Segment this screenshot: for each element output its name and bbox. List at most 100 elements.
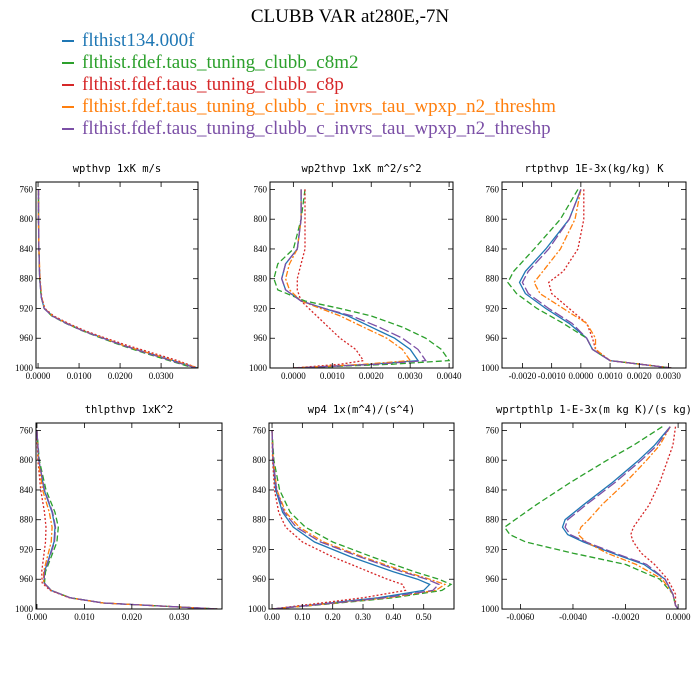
series-line bbox=[577, 426, 679, 609]
y-tick-label: 800 bbox=[254, 214, 268, 224]
y-tick-label: 1000 bbox=[249, 363, 268, 373]
y-tick-label: 840 bbox=[486, 485, 500, 495]
y-tick-label: 880 bbox=[254, 274, 268, 284]
y-tick-label: 760 bbox=[254, 184, 268, 194]
panel-title: wpthvp 1xK m/s bbox=[73, 163, 162, 175]
legend-label: flthist.fdef.taus_tuning_clubb_c_invrs_t… bbox=[82, 118, 551, 139]
panel-title: rtpthvp 1E-3x(kg/kg) K bbox=[524, 163, 664, 175]
y-tick-label: 920 bbox=[486, 544, 500, 554]
series-line bbox=[37, 189, 198, 368]
plot-frame bbox=[269, 181, 454, 369]
x-tick-label: 0.10 bbox=[294, 612, 310, 622]
y-tick-label: 960 bbox=[253, 574, 267, 584]
y-tick-label: 840 bbox=[254, 244, 268, 254]
x-tick-label: 0.0100 bbox=[67, 371, 92, 381]
series-line bbox=[36, 430, 218, 609]
y-tick-label: 960 bbox=[20, 333, 34, 343]
series-line bbox=[37, 189, 198, 368]
x-tick-label: 0.0200 bbox=[108, 371, 133, 381]
panel-title: wp2thvp 1xK m^2/s^2 bbox=[301, 163, 421, 175]
x-tick-label: 0.0010 bbox=[598, 371, 623, 381]
plot-frame bbox=[501, 181, 687, 369]
series-line bbox=[271, 430, 407, 609]
legend-item: flthist.fdef.taus_tuning_clubb_c_invrs_t… bbox=[62, 118, 556, 140]
y-tick-label: 920 bbox=[20, 544, 34, 554]
y-tick-label: 800 bbox=[486, 455, 500, 465]
y-tick-label: 1000 bbox=[481, 604, 500, 614]
series-line bbox=[36, 430, 218, 609]
x-tick-label: -0.0020 bbox=[509, 371, 537, 381]
y-tick-label: 880 bbox=[20, 274, 34, 284]
panel-title: thlpthvp 1xK^2 bbox=[85, 404, 174, 416]
x-tick-label: 0.030 bbox=[169, 612, 190, 622]
x-tick-label: 0.0020 bbox=[359, 371, 384, 381]
legend-label: flthist134.000f bbox=[82, 30, 195, 51]
x-tick-label: 0.40 bbox=[385, 612, 401, 622]
panel-title: wprtpthlp 1-E-3x(m kg K)/(s kg) bbox=[496, 404, 692, 416]
legend-swatch bbox=[62, 106, 74, 108]
y-tick-label: 880 bbox=[486, 515, 500, 525]
y-tick-label: 960 bbox=[486, 574, 500, 584]
y-tick-label: 760 bbox=[253, 425, 267, 435]
series-line bbox=[630, 426, 679, 609]
legend-swatch bbox=[62, 40, 74, 42]
y-tick-label: 1000 bbox=[481, 363, 500, 373]
x-tick-label: 0.50 bbox=[416, 612, 432, 622]
y-tick-label: 840 bbox=[486, 244, 500, 254]
plot-frame bbox=[501, 422, 687, 610]
y-tick-label: 880 bbox=[253, 515, 267, 525]
y-tick-label: 760 bbox=[486, 425, 500, 435]
y-tick-label: 920 bbox=[20, 303, 34, 313]
legend-swatch bbox=[62, 62, 74, 64]
series-line bbox=[564, 426, 679, 609]
x-tick-label: -0.0010 bbox=[538, 371, 566, 381]
y-tick-label: 920 bbox=[254, 303, 268, 313]
y-tick-label: 800 bbox=[20, 455, 34, 465]
legend-label: flthist.fdef.taus_tuning_clubb_c8p bbox=[82, 74, 344, 95]
y-tick-label: 920 bbox=[486, 303, 500, 313]
series-line bbox=[271, 430, 431, 609]
legend-item: flthist.fdef.taus_tuning_clubb_c_invrs_t… bbox=[62, 96, 556, 118]
x-tick-label: 0.020 bbox=[122, 612, 143, 622]
legend-item: flthist.fdef.taus_tuning_clubb_c8m2 bbox=[62, 52, 556, 74]
y-tick-label: 840 bbox=[253, 485, 267, 495]
y-tick-label: 800 bbox=[486, 214, 500, 224]
y-tick-label: 960 bbox=[254, 333, 268, 343]
x-tick-label: 0.0030 bbox=[656, 371, 681, 381]
x-tick-label: 0.0010 bbox=[320, 371, 345, 381]
x-tick-label: -0.0020 bbox=[612, 612, 640, 622]
x-tick-label: 0.0030 bbox=[398, 371, 423, 381]
legend-swatch bbox=[62, 84, 74, 86]
y-tick-label: 800 bbox=[20, 214, 34, 224]
x-tick-label: 0.0000 bbox=[281, 371, 306, 381]
panel-title: wp4 1x(m^4)/(s^4) bbox=[308, 404, 415, 416]
y-tick-label: 1000 bbox=[15, 363, 34, 373]
y-tick-label: 960 bbox=[20, 574, 34, 584]
series-line bbox=[284, 189, 412, 368]
series-line bbox=[273, 189, 451, 368]
series-line bbox=[507, 189, 672, 368]
y-tick-label: 1000 bbox=[15, 604, 34, 614]
x-tick-label: 0.0300 bbox=[149, 371, 174, 381]
legend-label: flthist.fdef.taus_tuning_clubb_c_invrs_t… bbox=[82, 96, 556, 117]
legend-item: flthist134.000f bbox=[62, 30, 556, 52]
series-line bbox=[36, 430, 218, 609]
series-line bbox=[37, 189, 197, 368]
x-tick-label: 0.30 bbox=[355, 612, 371, 622]
x-tick-label: 0.010 bbox=[74, 612, 95, 622]
legend-label: flthist.fdef.taus_tuning_clubb_c8m2 bbox=[82, 52, 359, 73]
y-tick-label: 760 bbox=[486, 184, 500, 194]
series-line bbox=[561, 426, 679, 609]
series-line bbox=[533, 189, 672, 368]
series-line bbox=[271, 430, 453, 609]
x-tick-label: 0.0000 bbox=[26, 371, 51, 381]
series-line bbox=[293, 189, 365, 368]
x-tick-label: 0.20 bbox=[325, 612, 341, 622]
y-tick-label: 880 bbox=[486, 274, 500, 284]
legend: flthist134.000f flthist.fdef.taus_tuning… bbox=[62, 30, 556, 140]
x-tick-label: 0.00 bbox=[264, 612, 280, 622]
legend-swatch bbox=[62, 128, 74, 130]
y-tick-label: 960 bbox=[486, 333, 500, 343]
plot-frame bbox=[268, 422, 455, 610]
